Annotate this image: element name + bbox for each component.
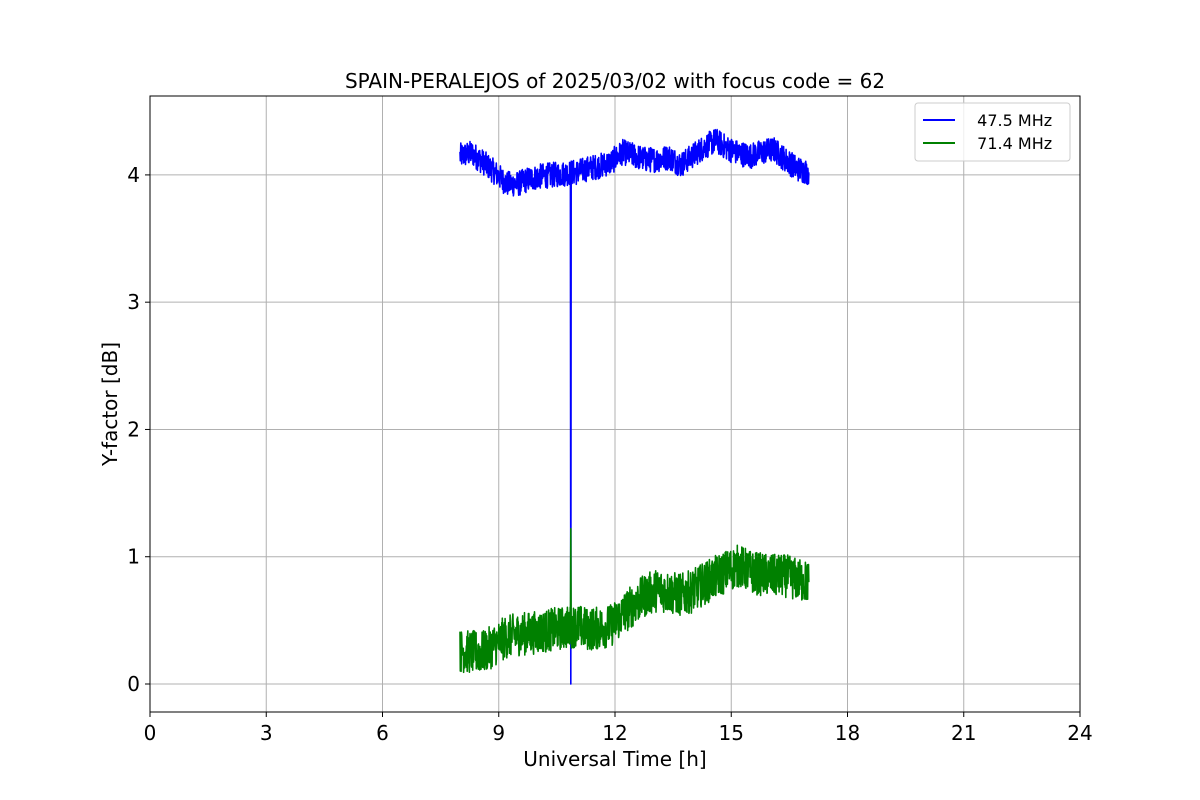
x-tick-label: 18 — [835, 721, 860, 745]
y-axis-label: Y-factor [dB] — [98, 342, 122, 467]
x-tick-label: 12 — [602, 721, 627, 745]
x-axis-label: Universal Time [h] — [523, 747, 706, 771]
x-tick-label: 6 — [376, 721, 389, 745]
x-tick-label: 3 — [260, 721, 273, 745]
y-tick-label: 1 — [127, 545, 140, 569]
x-tick-label: 9 — [492, 721, 505, 745]
y-tick-label: 3 — [127, 290, 140, 314]
legend-box — [914, 102, 1071, 162]
legend-label: 47.5 MHz — [967, 111, 1052, 130]
x-tick-label: 21 — [951, 721, 976, 745]
legend-label: 71.4 MHz — [967, 134, 1052, 153]
y-tick-label: 4 — [127, 163, 140, 187]
series-line-1 — [459, 128, 810, 685]
chart-title: SPAIN-PERALEJOS of 2025/03/02 with focus… — [345, 69, 885, 93]
legend: 47.5 MHz 71.4 MHz — [914, 102, 1071, 162]
y-tick-label: 0 — [127, 672, 140, 696]
y-tick-label: 2 — [127, 417, 140, 441]
x-tick-label: 15 — [719, 721, 744, 745]
series-line-2 — [459, 527, 810, 674]
x-tick-label: 24 — [1067, 721, 1092, 745]
x-tick-label: 0 — [144, 721, 157, 745]
series-layer — [459, 128, 810, 685]
